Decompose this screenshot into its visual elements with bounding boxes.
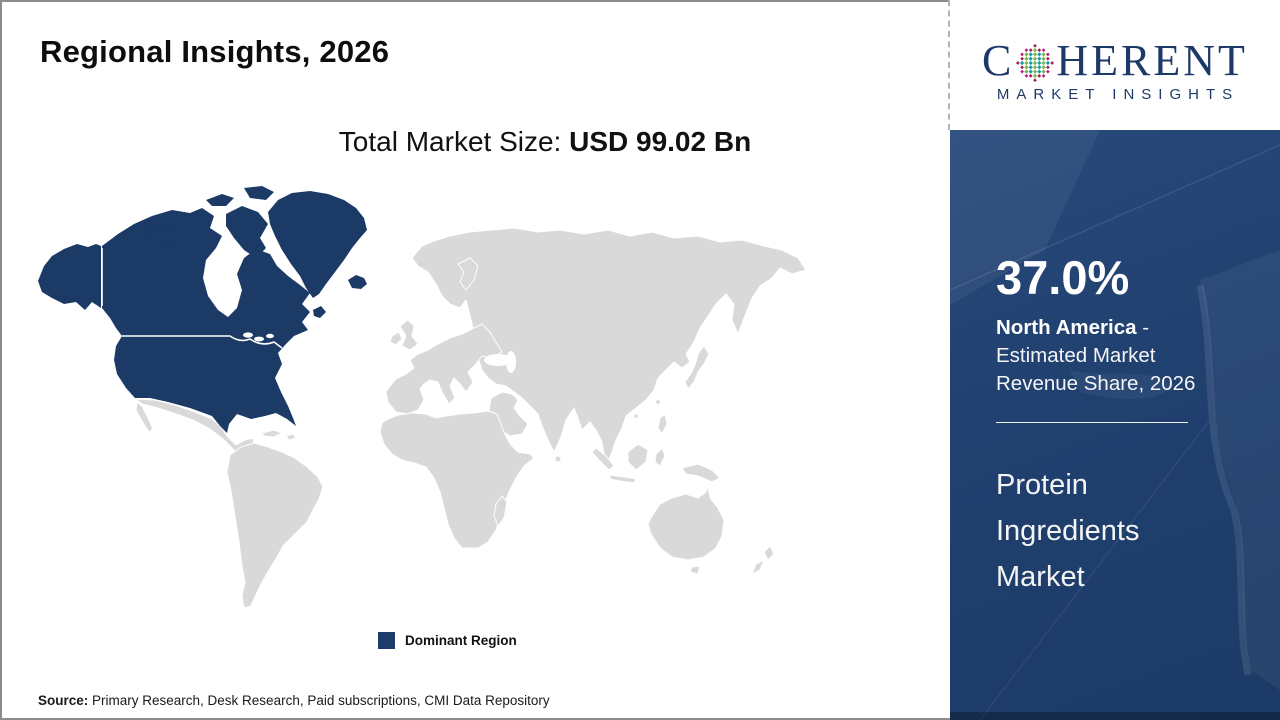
world-map: [38, 186, 807, 609]
share-region: North America: [996, 316, 1137, 339]
market-name: Protein Ingredients Market: [996, 469, 1140, 593]
other-regions: [134, 227, 807, 609]
sidebar-map-texture: [950, 130, 1280, 720]
page-title: Regional Insights, 2026: [40, 34, 390, 69]
sidebar: 37.0% North America - Estimated Market R…: [950, 130, 1280, 720]
sidebar-divider: [996, 422, 1188, 423]
total-market-size-value: USD 99.02 Bn: [569, 126, 752, 157]
legend-label: Dominant Region: [405, 633, 517, 648]
source-text: Primary Research, Desk Research, Paid su…: [88, 693, 550, 708]
logo-wordmark: C HERENT: [982, 39, 1248, 83]
logo-subtitle: MARKET INSIGHTS: [996, 86, 1240, 103]
coherent-globe-icon: [1016, 44, 1055, 82]
total-market-size-label: Total Market Size:: [338, 126, 570, 157]
coherent-logo: C HERENT MARKET INSIGHTS: [950, 0, 1280, 136]
legend-swatch-dominant-region: [378, 632, 395, 649]
map-legend: Dominant Region: [378, 632, 517, 649]
share-value: 37.0%: [996, 251, 1130, 304]
source-label: Source:: [38, 693, 89, 708]
logo-letter-c: C: [982, 36, 1015, 85]
logo-divider: [948, 0, 950, 130]
logo-letters-herent: HERENT: [1056, 36, 1248, 85]
source-line: Source: Primary Research, Desk Research,…: [38, 693, 550, 708]
total-market-size: Total Market Size: USD 99.02 Bn: [140, 126, 950, 158]
region-north-america: [38, 186, 367, 433]
share-description: North America - Estimated Market Revenue…: [996, 314, 1236, 398]
share-desc-text: - Estimated Market Revenue Share, 2026: [996, 316, 1196, 395]
